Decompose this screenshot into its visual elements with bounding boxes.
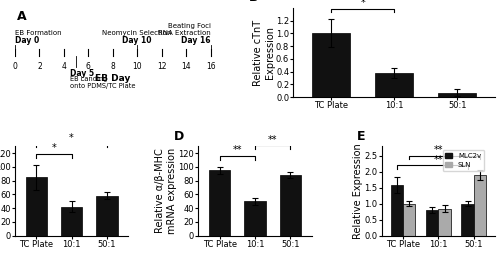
Bar	[209, 170, 230, 236]
Bar	[474, 175, 486, 236]
Text: **: **	[232, 145, 242, 155]
Text: 4: 4	[62, 62, 66, 71]
Text: Neomycin Selection: Neomycin Selection	[102, 30, 172, 36]
Bar	[61, 207, 82, 236]
Text: 6: 6	[86, 62, 91, 71]
Text: EB Landing
onto PDMS/TC Plate: EB Landing onto PDMS/TC Plate	[70, 76, 136, 89]
Text: Beating Foci
RNA Extraction: Beating Foci RNA Extraction	[158, 23, 210, 36]
Text: A: A	[17, 10, 26, 24]
Y-axis label: Relative cTnT
Expression: Relative cTnT Expression	[253, 19, 274, 85]
Text: 0: 0	[12, 62, 18, 71]
Bar	[96, 196, 117, 236]
Text: *: *	[69, 133, 74, 142]
Text: 14: 14	[182, 62, 191, 71]
Legend: MLC2v, SLN: MLC2v, SLN	[442, 150, 484, 171]
Text: Day 10: Day 10	[122, 35, 152, 45]
Y-axis label: Relative Expression: Relative Expression	[353, 143, 363, 239]
Text: 8: 8	[110, 62, 115, 71]
Bar	[376, 73, 413, 97]
Y-axis label: Relative α/β-MHC
mRNA expression: Relative α/β-MHC mRNA expression	[156, 148, 177, 234]
Bar	[280, 175, 301, 236]
Text: E: E	[357, 130, 366, 143]
Text: 2: 2	[37, 62, 42, 71]
Bar	[26, 177, 47, 236]
Text: **: **	[434, 155, 443, 164]
Text: **: **	[434, 145, 443, 155]
Text: *: *	[52, 143, 57, 153]
Text: D: D	[174, 130, 184, 143]
Bar	[390, 185, 403, 236]
Bar	[462, 204, 474, 236]
Text: 10: 10	[132, 62, 142, 71]
Bar	[312, 33, 350, 97]
Text: 16: 16	[206, 62, 216, 71]
Text: **: **	[268, 135, 278, 145]
Text: Day 0: Day 0	[15, 35, 39, 45]
Bar	[438, 208, 451, 236]
Bar	[244, 201, 266, 236]
Bar	[403, 204, 415, 236]
Text: B: B	[249, 0, 258, 4]
Text: *: *	[360, 0, 365, 8]
Text: EB Formation: EB Formation	[15, 30, 62, 36]
Text: EB Day: EB Day	[95, 74, 130, 83]
Text: Day 16: Day 16	[181, 35, 210, 45]
Bar	[426, 210, 438, 236]
Text: Day 5: Day 5	[70, 69, 94, 78]
Bar	[438, 93, 476, 97]
Text: 12: 12	[157, 62, 166, 71]
